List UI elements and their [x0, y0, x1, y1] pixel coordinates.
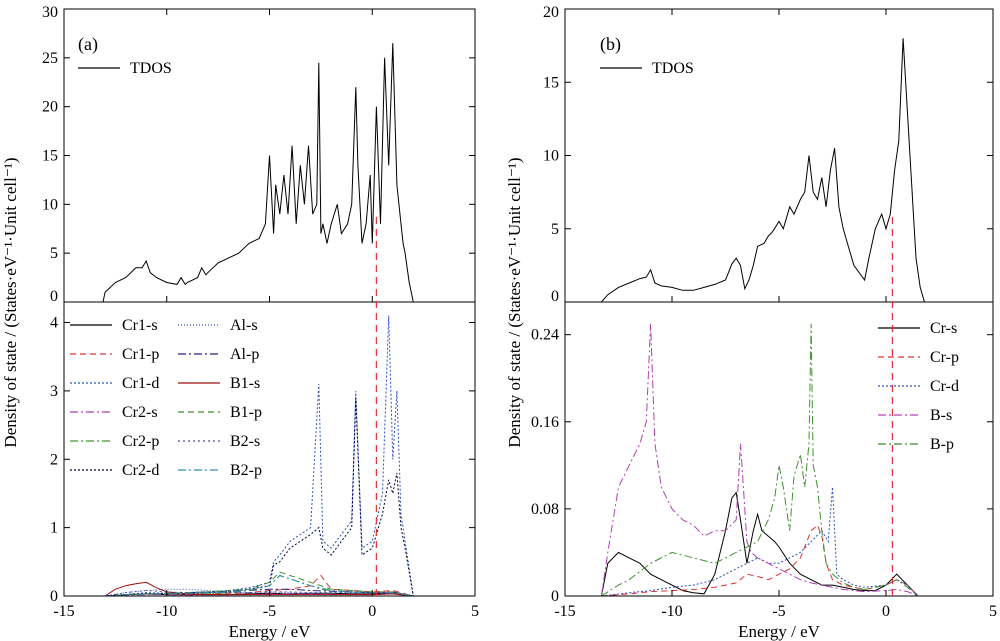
y-tick-label: 20 [42, 99, 58, 116]
series-line-b1-s [104, 581, 414, 596]
y-axis-title: Density of state / (States·eV⁻¹·Unit cel… [1, 157, 20, 447]
plot-frame [564, 8, 994, 303]
subplot-pdos: 0 0.08 0.16 0.24 Cr-s Cr-p Cr-d B-s B-p [531, 301, 994, 605]
y-axis-title: Density of state / (States·eV⁻¹·Unit cel… [505, 157, 524, 447]
legend-label: Cr-p [930, 349, 959, 366]
legend-label: B-s [930, 407, 952, 424]
y-tick-label: 10 [543, 148, 559, 165]
y-tick-label: 4 [50, 315, 58, 332]
y-tick-label: 0 [551, 588, 559, 605]
x-axis-title: Energy / eV [738, 622, 821, 641]
panel-a: 0 5 10 15 20 25 30 TDOS 0 1 2 3 4 Cr1-s Cr1-p Cr1-d Cr2-… [1, 4, 479, 641]
legend-label: B2-p [230, 462, 262, 479]
legend-label: TDOS [130, 60, 172, 77]
series-line-cr-s [600, 491, 919, 596]
y-tick-label: 30 [42, 4, 58, 21]
x-tick-label: 0 [882, 603, 890, 620]
y-tick-label: 2 [50, 451, 58, 468]
series-line-b-p [601, 323, 919, 596]
legend-label: Cr1-p [122, 346, 159, 363]
y-tick-label: 0 [551, 288, 559, 305]
legend-label: B2-s [230, 433, 260, 450]
subplot-tdos: 0 5 10 15 20 25 30 TDOS [42, 4, 476, 305]
panel-b: 0 5 10 15 20 TDOS 0 0.08 0.16 0.24 Cr-s Cr-p Cr-d B-s… [505, 4, 997, 641]
panel-label: (b) [600, 34, 621, 55]
x-tick-label: -10 [661, 603, 682, 620]
y-tick-label: 25 [42, 50, 58, 67]
legend-label: Al-s [230, 317, 258, 334]
legend-label: B-p [930, 436, 954, 453]
x-tick-label: -10 [156, 603, 177, 620]
y-tick-label: 5 [50, 245, 58, 262]
legend-label: TDOS [652, 60, 694, 77]
y-tick-label: 15 [543, 74, 559, 91]
y-tick-label: 0.24 [531, 327, 559, 344]
x-tick-label: 5 [989, 603, 997, 620]
series-group [102, 43, 414, 302]
series-line-b-s [600, 323, 919, 596]
y-tick-label: 5 [551, 221, 559, 238]
series-line-cr-p [601, 524, 919, 596]
y-tick-label: 0.16 [531, 414, 559, 431]
x-tick-label: 0 [368, 603, 376, 620]
y-tick-label: 10 [42, 196, 58, 213]
series-line-cr2-d [105, 397, 414, 596]
x-tick-label: 5 [471, 603, 479, 620]
y-tick-label: 3 [50, 383, 58, 400]
series-line-b2-s [105, 589, 414, 596]
y-tick-label: 20 [543, 4, 559, 21]
legend-label: Cr1-s [122, 317, 158, 334]
legend-label: Cr-s [930, 320, 957, 337]
y-tick-label: 0 [50, 288, 58, 305]
series-line-al-s [105, 588, 414, 596]
legend-label: Al-p [230, 346, 259, 363]
series-line-tdos [102, 43, 414, 302]
legend-label: Cr2-d [122, 462, 159, 479]
plot-frame [564, 301, 994, 597]
y-tick-label: 0.08 [531, 501, 559, 518]
legend-label: Cr1-d [122, 375, 159, 392]
y-tick-label: 1 [50, 520, 58, 537]
series-line-tdos [601, 38, 925, 302]
legend-label: Cr2-p [122, 433, 159, 450]
panel-label: (a) [78, 34, 98, 55]
legend-label: Cr2-s [122, 404, 158, 421]
x-tick-label: -15 [53, 603, 74, 620]
x-tick-label: -5 [263, 603, 276, 620]
series-line-cr-d [601, 487, 919, 596]
legend-label: B1-s [230, 375, 260, 392]
y-tick-label: 15 [42, 148, 58, 165]
legend-label: B1-p [230, 404, 262, 421]
x-axis-title: Energy / eV [229, 622, 312, 641]
y-tick-label: 0 [50, 588, 58, 605]
series-group [601, 38, 925, 302]
legend-label: Cr-d [930, 378, 959, 395]
x-tick-label: -15 [554, 603, 575, 620]
subplot-pdos: 0 1 2 3 4 Cr1-s Cr1-p Cr1-d Cr2-s Cr2-p Cr2-d Al-s A… [50, 301, 476, 605]
x-tick-label: -5 [772, 603, 785, 620]
series-line-b2-p [105, 574, 414, 596]
series-group [600, 323, 919, 596]
